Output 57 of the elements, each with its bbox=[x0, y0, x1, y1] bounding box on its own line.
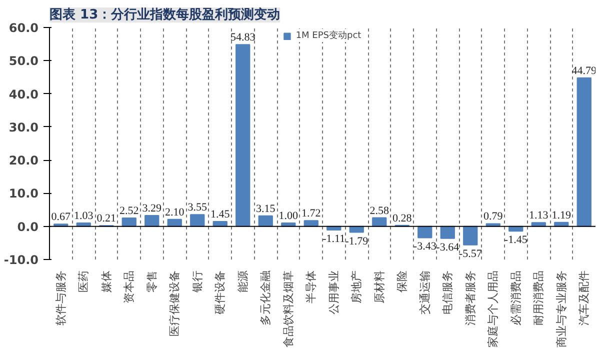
x-tick-label: 医疗保健设备 bbox=[168, 270, 182, 336]
data-label: 0.79 bbox=[484, 210, 504, 223]
x-tick-label: 硬件设备 bbox=[214, 270, 227, 314]
x-tick-label: 媒体 bbox=[100, 270, 113, 292]
y-tick-label: 0.0 bbox=[17, 220, 39, 234]
x-tick-label: 房地产 bbox=[350, 270, 364, 304]
x-tick-label: 银行 bbox=[190, 270, 204, 294]
chart-title: 图表 13：分行业指数每股盈利预测变动 bbox=[50, 6, 280, 22]
x-tick-label: 耐用消费品 bbox=[532, 270, 546, 326]
data-label: 3.15 bbox=[256, 202, 276, 215]
x-tick-label: 消费者服务 bbox=[464, 270, 477, 326]
y-tick-label: 40.0 bbox=[8, 87, 38, 102]
legend-label: 1M EPS变动pct bbox=[296, 30, 362, 42]
data-label: 3.29 bbox=[142, 202, 162, 214]
data-label: 3.55 bbox=[188, 202, 208, 214]
data-label: 1.00 bbox=[278, 210, 298, 222]
data-label: 0.21 bbox=[96, 212, 116, 225]
x-tick-label: 资本品 bbox=[122, 270, 136, 304]
x-tick-label: 能源 bbox=[236, 270, 250, 292]
data-label: 2.10 bbox=[165, 206, 185, 218]
data-label: 1.72 bbox=[302, 208, 321, 220]
data-label: 1.03 bbox=[74, 210, 94, 222]
x-tick-label: 多元化金融 bbox=[259, 270, 272, 326]
y-tick-label: 10.0 bbox=[8, 186, 38, 201]
data-label: -5.57 bbox=[458, 248, 482, 260]
data-label: 54.83 bbox=[230, 32, 256, 44]
x-tick-label: 交通运输 bbox=[418, 270, 432, 314]
y-tick-label: 20.0 bbox=[8, 154, 38, 168]
x-tick-label: 软件与服务 bbox=[54, 270, 68, 326]
x-tick-label: 保险 bbox=[396, 270, 409, 292]
x-tick-label: 食品饮料及烟草 bbox=[282, 270, 295, 348]
data-label: 1.19 bbox=[552, 209, 572, 222]
x-tick-label: 零售 bbox=[145, 270, 158, 292]
data-label: 2.52 bbox=[120, 205, 139, 218]
data-label: 0.67 bbox=[51, 211, 71, 224]
data-label: 1.13 bbox=[529, 210, 549, 222]
x-tick-label: 公用事业 bbox=[327, 270, 340, 314]
x-tick-label: 商业与专业服务 bbox=[554, 270, 568, 348]
data-label: -1.45 bbox=[504, 234, 528, 246]
data-label: 1.45 bbox=[210, 208, 230, 221]
data-label: 0.28 bbox=[392, 212, 412, 224]
x-tick-label: 家庭与个人用品 bbox=[486, 270, 500, 348]
x-tick-label: 医药 bbox=[77, 270, 90, 292]
y-tick-label: 50.0 bbox=[8, 54, 38, 68]
data-label: -3.64 bbox=[436, 241, 460, 254]
data-label: -3.43 bbox=[413, 240, 437, 253]
y-tick-label: -10.0 bbox=[4, 253, 39, 267]
x-tick-label: 汽车及配件 bbox=[578, 270, 591, 326]
x-tick-label: 原材料 bbox=[372, 270, 386, 304]
data-label: -1.11 bbox=[322, 233, 346, 246]
x-tick-label: 电信服务 bbox=[441, 270, 454, 314]
data-label: 2.58 bbox=[370, 204, 390, 217]
x-tick-label: 半导体 bbox=[304, 270, 318, 304]
y-tick-label: 30.0 bbox=[8, 120, 38, 134]
data-label: -1.79 bbox=[345, 235, 369, 248]
y-tick-label: 60.0 bbox=[8, 21, 38, 35]
x-tick-label: 必需消费品 bbox=[509, 270, 522, 326]
